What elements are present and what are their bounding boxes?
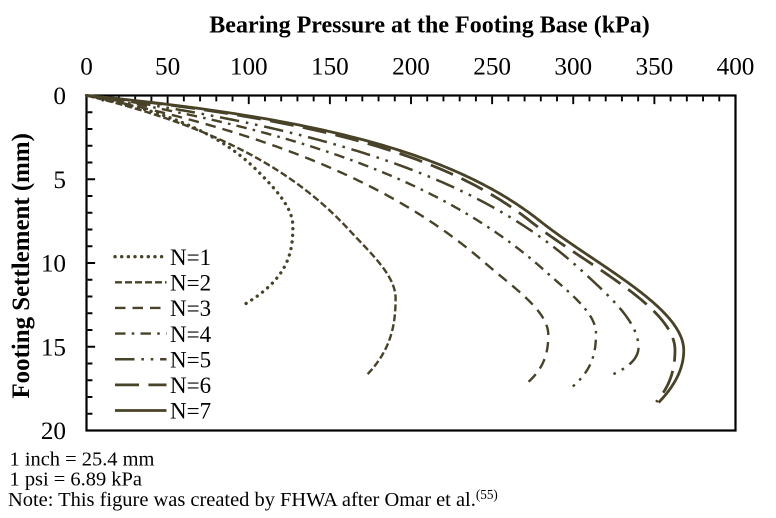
svg-text:50: 50 [155, 54, 180, 81]
svg-text:10: 10 [41, 251, 66, 278]
svg-text:N=4: N=4 [170, 322, 212, 347]
svg-text:200: 200 [392, 54, 430, 81]
svg-text:15: 15 [41, 334, 66, 361]
svg-text:N=7: N=7 [170, 399, 211, 424]
svg-text:1 psi = 6.89 kPa: 1 psi = 6.89 kPa [10, 469, 142, 491]
svg-text:Bearing Pressure at the Footin: Bearing Pressure at the Footing Base (kP… [209, 13, 649, 39]
svg-text:0: 0 [53, 83, 66, 110]
svg-text:N=2: N=2 [170, 271, 211, 296]
svg-text:N=6: N=6 [170, 373, 211, 398]
svg-text:N=5: N=5 [170, 347, 211, 372]
svg-text:N=1: N=1 [170, 245, 211, 270]
svg-text:350: 350 [635, 54, 673, 81]
svg-text:100: 100 [230, 54, 268, 81]
svg-text:5: 5 [53, 167, 66, 194]
svg-text:Note: This figure was created: Note: This figure was created by FHWA af… [8, 487, 498, 511]
svg-text:150: 150 [311, 54, 349, 81]
svg-text:300: 300 [554, 54, 592, 81]
svg-text:400: 400 [717, 54, 755, 81]
svg-text:1 inch = 25.4 mm: 1 inch = 25.4 mm [10, 448, 155, 470]
svg-text:0: 0 [80, 54, 93, 81]
svg-text:Footing Settlement (mm): Footing Settlement (mm) [8, 133, 35, 398]
svg-text:N=3: N=3 [170, 296, 211, 321]
svg-text:250: 250 [473, 54, 511, 81]
svg-text:20: 20 [41, 418, 66, 445]
